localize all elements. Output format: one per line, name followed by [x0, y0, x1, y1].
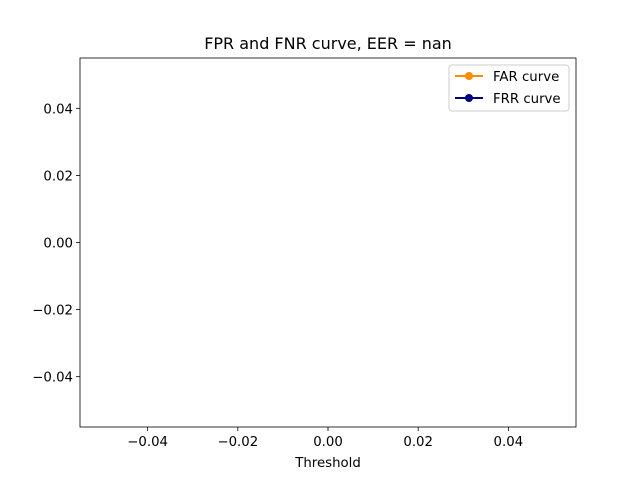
- legend-marker-swatch: [465, 72, 473, 80]
- plot-area-frame: [79, 57, 577, 428]
- y-axis-ticks: −0.04 −0.02 0.00 0.02 0.04: [32, 102, 80, 386]
- x-tick-label: −0.04: [127, 435, 168, 450]
- y-tick-label: 0.00: [43, 237, 73, 252]
- chart-title: FPR and FNR curve, EER = nan: [204, 34, 452, 53]
- x-tick-label: 0.02: [403, 435, 433, 450]
- x-axis-label: Threshold: [294, 456, 361, 471]
- x-tick-label: 0.04: [494, 435, 524, 450]
- y-tick-label: 0.04: [43, 102, 73, 117]
- legend-marker-swatch: [465, 94, 473, 102]
- x-tick-label: −0.02: [217, 435, 258, 450]
- x-tick-label: 0.00: [313, 435, 343, 450]
- legend: FAR curve FRR curve: [448, 64, 570, 112]
- y-tick-label: −0.02: [32, 304, 73, 319]
- y-tick-label: −0.04: [32, 371, 73, 386]
- x-axis-ticks: −0.04 −0.02 0.00 0.02 0.04: [127, 427, 523, 450]
- y-tick-label: 0.02: [43, 169, 73, 184]
- legend-label: FRR curve: [493, 92, 561, 107]
- legend-label: FAR curve: [493, 70, 559, 85]
